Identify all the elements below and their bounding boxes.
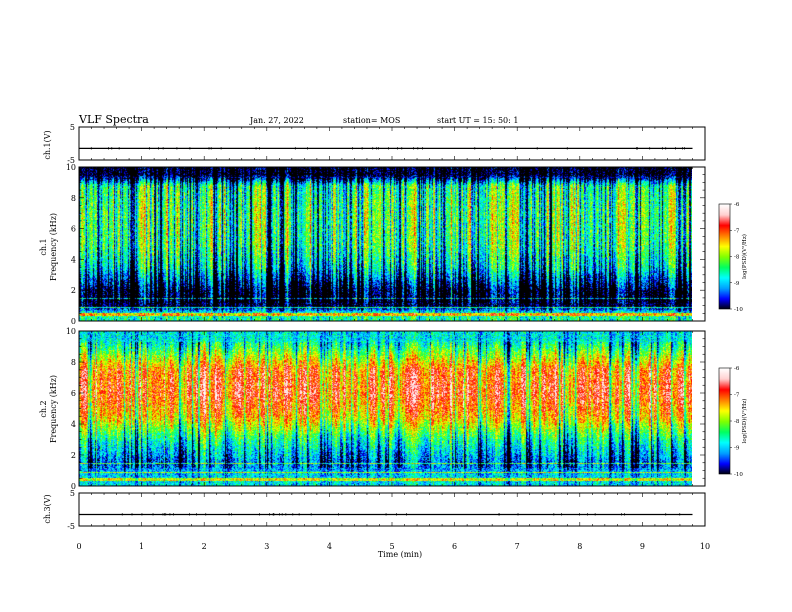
ch2-spectrogram-ytick-label: 2 [71, 451, 76, 460]
ch1-spectrogram-ytick-label: 6 [71, 225, 76, 234]
ch1-spectrogram-ylabel-frequency: Frequency (kHz) [49, 213, 58, 281]
ch1-voltage-ylabel: ch.1(V) [43, 130, 52, 159]
ch3-voltage-frame [78, 492, 706, 527]
ch1-voltage-ytick-label: -5 [67, 156, 75, 165]
ch1-colorbar-tick-label: -9 [734, 281, 740, 287]
x-tick-label: 6 [452, 542, 457, 551]
axes-layer: 5-55-502468100246810-6-7-8-9-10log(PSD)(… [66, 123, 748, 551]
x-axis-label: Time (min) [378, 550, 422, 559]
ch1-colorbar-tick-label: -6 [734, 202, 740, 208]
ch2-spectrogram-ytick-label: 8 [71, 358, 76, 367]
start-time-label: start UT = 15: 50: 1 [437, 116, 518, 125]
x-tick-label: 2 [202, 542, 207, 551]
ch2-colorbar-gradient [719, 368, 730, 474]
x-tick-label: 8 [577, 542, 582, 551]
ch1-spectrogram-ylabel-channel: ch.1 [39, 238, 48, 255]
x-tick-label: 9 [640, 542, 645, 551]
spectrogram-layer [79, 167, 730, 486]
x-tick-label: 0 [76, 542, 81, 551]
ch2-spectrogram-ylabel-channel: ch.2 [39, 400, 48, 417]
x-tick-label: 3 [264, 542, 269, 551]
ch3-voltage-ytick-label: 5 [70, 489, 75, 498]
ch2-colorbar-tick-label: -9 [734, 446, 740, 452]
ch2-spectrogram-ytick-label: 0 [71, 482, 76, 491]
ch1-spectrogram-ytick-label: 4 [71, 255, 76, 264]
ch2-spectrogram-ytick-label: 6 [71, 389, 76, 398]
figure-title: VLF Spectra [78, 113, 149, 126]
trace-layer [79, 146, 693, 516]
x-tick-label: 7 [515, 542, 520, 551]
ch2-colorbar-tick-label: -10 [734, 472, 743, 478]
ch1-colorbar-label: log(PSD)(V²/Hz) [741, 234, 748, 279]
x-tick-label: 5 [389, 542, 394, 551]
ch2-colorbar-tick-label: -8 [734, 419, 740, 425]
ch3-voltage-ylabel: ch.3(V) [43, 494, 52, 523]
ch1-spectrogram-ytick-label: 2 [71, 286, 76, 295]
ch1-voltage-ytick-label: 5 [70, 123, 75, 132]
date-label: Jan. 27, 2022 [249, 116, 304, 125]
ch1-spectrogram-image [79, 167, 692, 321]
ch2-spectrogram-ytick-label: 4 [71, 420, 76, 429]
ch2-colorbar-label: log(PSD)(V²/Hz) [741, 399, 748, 444]
ch1-colorbar-tick-label: -8 [734, 255, 740, 261]
ch2-spectrogram-ytick-label: 10 [66, 327, 76, 336]
ch1-colorbar-tick-label: -10 [734, 307, 743, 313]
ch2-spectrogram-image [79, 331, 692, 486]
station-label: station= MOS [343, 116, 400, 125]
ch1-spectrogram-ytick-label: 0 [71, 317, 76, 326]
ch1-spectrogram-ytick-label: 10 [66, 163, 76, 172]
ch1-voltage-frame [78, 126, 706, 161]
ch2-colorbar-tick-label: -6 [734, 366, 740, 372]
ch1-colorbar-gradient [719, 204, 730, 309]
ch1-spectrogram-ytick-label: 8 [71, 194, 76, 203]
ch3-voltage-ytick-label: -5 [67, 522, 75, 531]
x-tick-label: 1 [139, 542, 144, 551]
x-tick-label: 10 [700, 542, 710, 551]
x-tick-label: 4 [327, 542, 332, 551]
ch2-colorbar-tick-label: -7 [734, 393, 740, 399]
ch2-spectrogram-ylabel-frequency: Frequency (kHz) [49, 375, 58, 443]
ch1-colorbar-tick-label: -7 [734, 228, 740, 234]
